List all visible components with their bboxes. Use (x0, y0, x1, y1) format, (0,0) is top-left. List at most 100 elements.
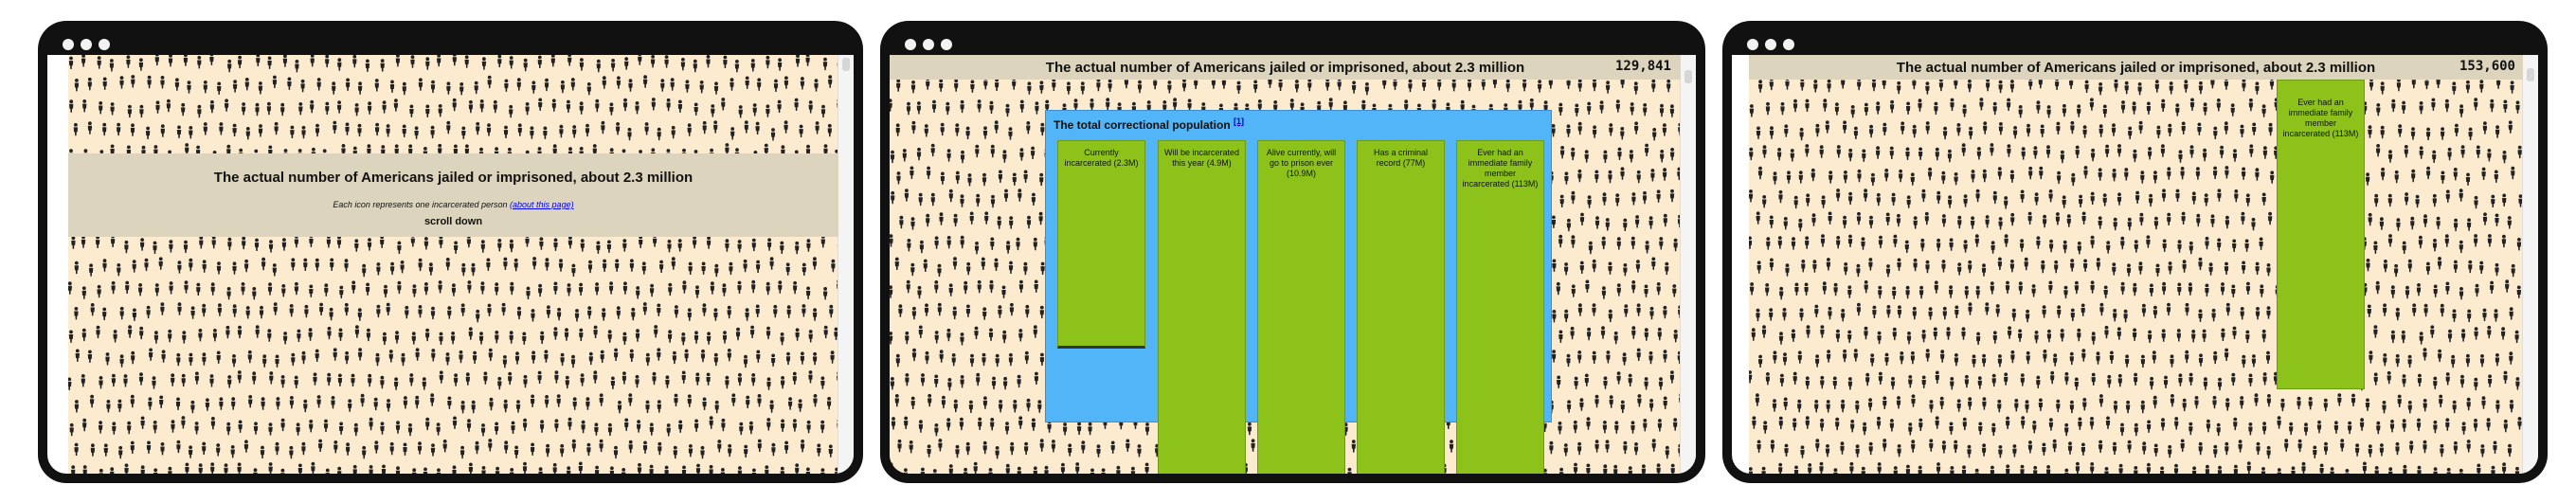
person-icon (923, 259, 928, 272)
person-icon (103, 443, 108, 457)
scrollbar-thumb[interactable] (1684, 70, 1692, 83)
person-icon (990, 144, 995, 158)
person-icon (530, 126, 534, 139)
window-control-icon[interactable] (81, 39, 92, 50)
person-icon (939, 79, 944, 92)
person-icon (812, 351, 818, 366)
person-icon (1571, 147, 1576, 161)
person-icon (890, 285, 893, 298)
window-control-icon[interactable] (1765, 39, 1776, 50)
person-icon (2160, 144, 2166, 157)
person-icon (2125, 400, 2131, 414)
person-icon (970, 80, 975, 93)
person-icon (940, 122, 945, 136)
person-icon (1769, 308, 1774, 321)
person-icon (367, 144, 371, 157)
person-icon (414, 126, 419, 139)
person-icon (2056, 399, 2061, 413)
scrollbar-thumb[interactable] (842, 58, 850, 71)
person-icon (677, 99, 683, 113)
person-icon (1911, 394, 1916, 407)
person-icon (2225, 398, 2230, 411)
window-control-icon[interactable] (99, 39, 110, 50)
person-icon (203, 122, 207, 135)
person-icon (1898, 169, 1903, 183)
person-icon (1911, 440, 1916, 453)
person-icon (2387, 150, 2393, 163)
person-icon (806, 420, 811, 434)
person-icon (567, 417, 572, 431)
person-icon (2459, 104, 2464, 117)
person-icon (702, 120, 707, 135)
person-icon (953, 399, 958, 413)
person-icon (1066, 81, 1072, 95)
person-icon (2369, 78, 2374, 91)
person-icon (274, 121, 279, 135)
people-pattern (1749, 55, 2523, 474)
person-icon (1925, 81, 1930, 95)
person-icon (1961, 465, 1967, 474)
person-icon (423, 237, 429, 250)
person-icon (1864, 326, 1868, 340)
person-icon (325, 55, 330, 68)
person-icon (1144, 462, 1149, 474)
person-icon (594, 282, 600, 296)
person-icon (654, 325, 658, 338)
window-control-icon[interactable] (1747, 39, 1758, 50)
person-icon (351, 373, 355, 386)
window-control-icon[interactable] (941, 39, 952, 50)
person-icon (537, 370, 542, 384)
person-icon (1957, 215, 1962, 229)
person-icon (177, 302, 182, 315)
person-icon (710, 281, 715, 295)
scrollbar[interactable] (838, 55, 854, 474)
person-icon (2383, 260, 2388, 273)
person-icon (917, 285, 922, 299)
person-icon (896, 79, 901, 92)
person-icon (509, 104, 513, 118)
person-icon (1921, 375, 1926, 388)
person-icon (794, 98, 799, 111)
person-icon (1016, 237, 1020, 251)
person-icon (714, 263, 719, 278)
person-icon (1551, 124, 1556, 137)
person-icon (1799, 308, 1804, 321)
person-icon (1573, 462, 1578, 474)
footnote-link[interactable]: [1] (1234, 117, 1245, 126)
scrollbar[interactable] (2522, 55, 2538, 474)
person-icon (1956, 123, 1961, 136)
window-control-icon[interactable] (923, 39, 934, 50)
person-icon (412, 284, 417, 297)
window-control-icon[interactable] (905, 39, 916, 50)
person-icon (2160, 418, 2166, 431)
person-icon (2270, 171, 2275, 184)
person-icon (137, 283, 143, 296)
about-link[interactable]: (about this page) (510, 200, 574, 209)
person-icon (2465, 353, 2471, 368)
person-icon (560, 443, 565, 458)
person-icon (2468, 260, 2473, 274)
person-icon (281, 284, 286, 297)
window-control-icon[interactable] (63, 39, 74, 50)
scrollbar-thumb[interactable] (2527, 68, 2534, 81)
person-icon (2368, 444, 2372, 458)
person-icon (275, 354, 279, 368)
person-icon (2146, 462, 2152, 474)
person-icon (2441, 171, 2445, 184)
person-icon (380, 59, 385, 72)
person-icon (960, 332, 964, 346)
scrollbar[interactable] (1680, 55, 1696, 474)
header-title: The actual number of Americans jailed or… (1045, 60, 1525, 76)
window-control-icon[interactable] (1783, 39, 1794, 50)
person-icon (362, 263, 367, 278)
person-icon (1081, 440, 1086, 454)
person-icon (310, 99, 315, 114)
person-icon (483, 371, 488, 385)
person-icon (2509, 351, 2513, 365)
person-icon (2486, 418, 2491, 431)
person-icon (425, 417, 430, 431)
person-icon (566, 99, 571, 113)
person-icon (2323, 441, 2329, 456)
person-icon (635, 329, 640, 342)
person-icon (786, 305, 791, 318)
